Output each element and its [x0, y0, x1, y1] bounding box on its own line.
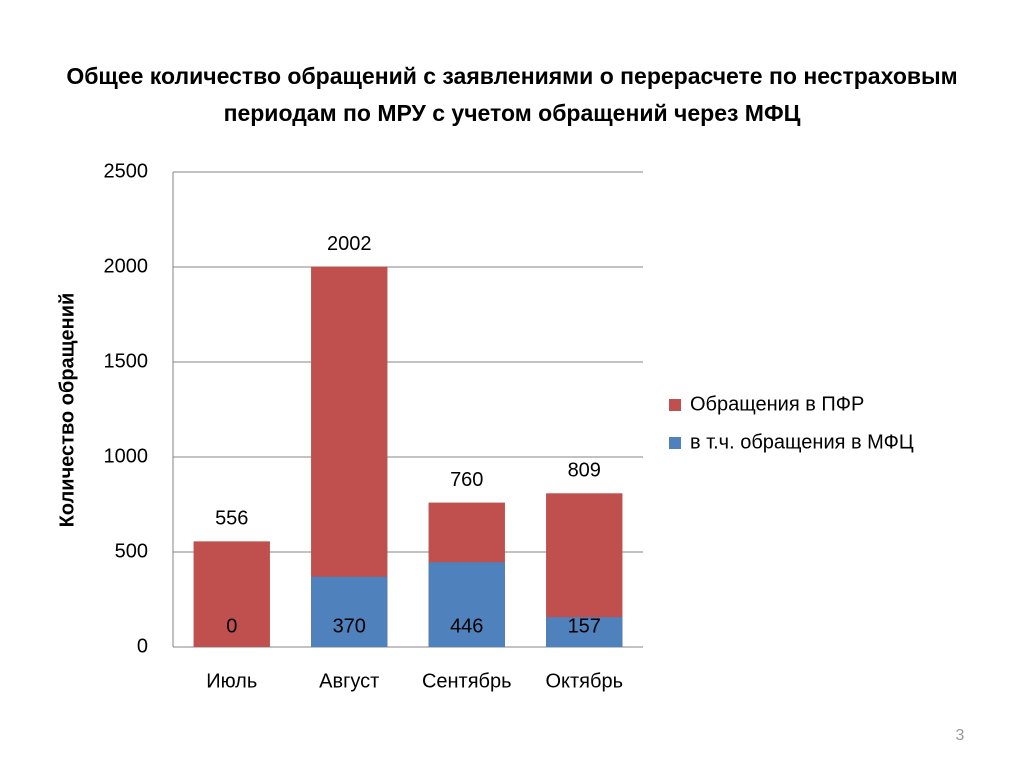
value-label: 809 — [568, 460, 601, 482]
page-number: 3 — [956, 727, 965, 744]
x-tick-label: Август — [319, 670, 379, 692]
legend-swatch — [669, 399, 681, 411]
value-label: 760 — [450, 469, 483, 491]
x-tick-label: Июль — [206, 670, 257, 692]
y-axis-label: Количество обращений — [56, 293, 78, 528]
bar — [428, 562, 505, 647]
y-tick-label: 2500 — [104, 160, 149, 182]
y-tick-label: 1500 — [104, 350, 149, 372]
bar — [311, 576, 388, 647]
x-tick-label: Октябрь — [545, 670, 623, 692]
value-label: 446 — [450, 615, 483, 637]
chart-title: Общее количество обращений с заявлениями… — [66, 63, 958, 126]
y-tick-label: 2000 — [104, 255, 149, 277]
y-tick-label: 1000 — [104, 445, 149, 467]
value-label: 556 — [215, 508, 248, 530]
value-label: 0 — [226, 615, 237, 637]
value-label: 157 — [568, 615, 601, 637]
bar — [546, 617, 623, 647]
value-label: 2002 — [327, 233, 372, 255]
y-tick-label: 500 — [115, 540, 148, 562]
value-label: 370 — [333, 615, 366, 637]
bar — [193, 541, 270, 647]
legend-label: в т.ч. обращения в МФЦ — [690, 431, 914, 453]
legend-label: Обращения в ПФР — [690, 393, 864, 415]
x-tick-label: Сентябрь — [422, 670, 512, 692]
legend-swatch — [669, 437, 681, 449]
y-tick-label: 0 — [137, 635, 148, 657]
